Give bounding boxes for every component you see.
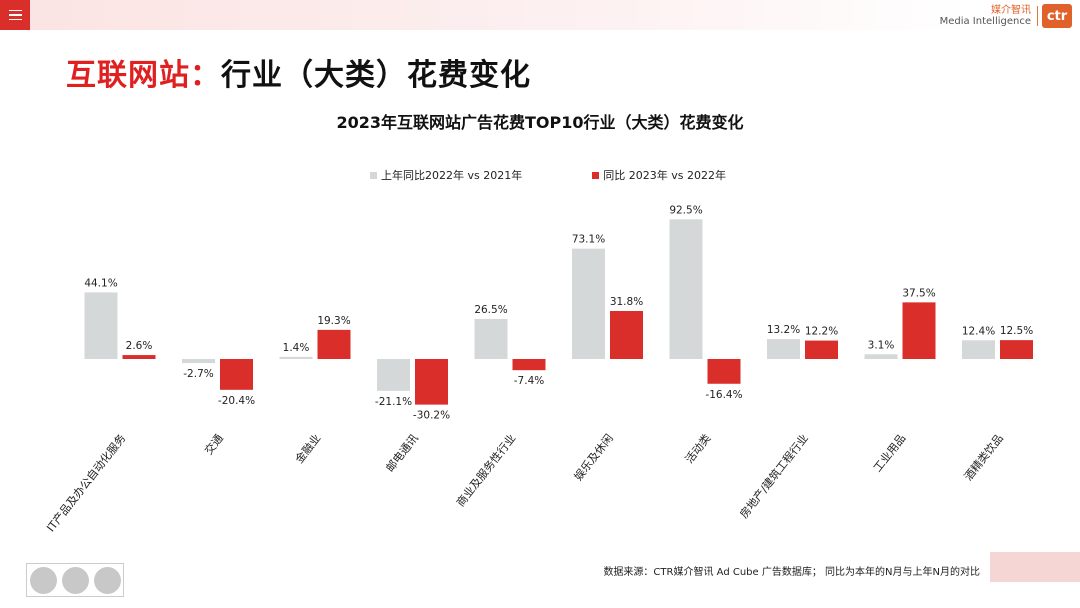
- category-label: 交通: [201, 431, 226, 457]
- ctr-logo: 媒介智讯 Media Intelligence ctr: [940, 4, 1072, 28]
- data-label: -20.4%: [218, 395, 255, 407]
- data-label: 92.5%: [669, 204, 702, 216]
- chart-title: 2023年互联网站广告花费TOP10行业（大类）花费变化: [336, 113, 744, 132]
- data-label: 12.4%: [962, 325, 995, 337]
- legend-item-prev: 上年同比2022年 vs 2021年: [370, 167, 522, 183]
- category-label: 房地产/建筑工程行业: [737, 431, 811, 521]
- data-label: 12.2%: [805, 326, 838, 338]
- bar-prev-year: [84, 292, 118, 359]
- bar-prev-year: [962, 340, 995, 359]
- logo-cn: 媒介智讯: [991, 5, 1031, 16]
- bar-prev-year: [377, 359, 410, 391]
- bar-current-year: [707, 359, 741, 384]
- bar-prev-year: [669, 219, 703, 359]
- bar-current-year: [902, 302, 936, 359]
- data-label: 44.1%: [84, 277, 117, 289]
- bar-prev-year: [572, 248, 605, 359]
- top-banner: [0, 0, 1080, 30]
- data-label: 73.1%: [572, 234, 605, 246]
- category-label: 商业及服务性行业: [453, 431, 518, 509]
- legend-swatch-curr: [592, 171, 600, 179]
- data-source-note: 数据来源：CTR媒介智讯 Ad Cube 广告数据库； 同比为本年的N月与上年N…: [603, 567, 980, 578]
- data-label: 26.5%: [474, 304, 507, 316]
- bar-current-year: [1000, 340, 1033, 359]
- data-label: 2.6%: [126, 340, 153, 352]
- bar-current-year: [610, 310, 643, 359]
- bar-current-year: [122, 355, 156, 359]
- data-label: -7.4%: [514, 375, 544, 387]
- bar-prev-year: [279, 356, 313, 359]
- category-label: IT产品及办公自动化服务: [43, 431, 128, 534]
- sgs-certification-badges: [26, 563, 124, 597]
- bar-current-year: [415, 359, 448, 405]
- category-label: 金融业: [292, 431, 323, 466]
- logo-en: Media Intelligence: [939, 16, 1031, 27]
- bar-current-year: [317, 329, 351, 359]
- category-label: 酒精类饮品: [961, 431, 1006, 483]
- bar-current-year: [220, 359, 253, 390]
- legend-item-curr: 同比 2023年 vs 2022年: [592, 167, 726, 183]
- bar-current-year: [512, 359, 546, 371]
- sgs-badge-icon: [29, 566, 57, 594]
- category-label: 娱乐及休闲: [571, 431, 616, 483]
- data-label: 13.2%: [767, 324, 800, 336]
- sgs-badge-icon: [61, 566, 89, 594]
- bar-prev-year: [474, 318, 508, 359]
- bar-prev-year: [767, 339, 800, 359]
- logo-mark: ctr: [1042, 4, 1072, 28]
- chart-legend: 上年同比2022年 vs 2021年 同比 2023年 vs 2022年: [370, 167, 796, 183]
- category-label: 活动类: [682, 431, 713, 466]
- legend-label-curr: 同比 2023年 vs 2022年: [603, 169, 726, 182]
- data-label: 12.5%: [1000, 325, 1033, 337]
- title-part-2: 行业（大类）花费变化: [221, 58, 531, 93]
- bar-current-year: [805, 340, 838, 359]
- data-label: -21.1%: [375, 396, 412, 408]
- data-label: 19.3%: [317, 315, 350, 327]
- bar-prev-year: [864, 354, 898, 359]
- footer-band: [990, 552, 1080, 582]
- data-label: 1.4%: [283, 342, 310, 354]
- data-label: -2.7%: [183, 368, 213, 380]
- bar-prev-year: [182, 359, 215, 364]
- category-label: 邮电通讯: [384, 432, 421, 475]
- hamburger-icon[interactable]: [0, 0, 30, 30]
- data-label: 3.1%: [868, 339, 895, 351]
- data-label: 37.5%: [902, 287, 935, 299]
- legend-label-prev: 上年同比2022年 vs 2021年: [381, 169, 523, 182]
- title-part-1: 互联网站：: [66, 58, 221, 93]
- data-label: -30.2%: [413, 410, 450, 422]
- sgs-badge-icon: [93, 566, 121, 594]
- legend-swatch-prev: [370, 171, 377, 179]
- data-label: 31.8%: [610, 296, 643, 308]
- category-label: 工业用品: [871, 432, 908, 475]
- page-title: 互联网站：行业（大类）花费变化: [66, 50, 531, 94]
- data-label: -16.4%: [705, 389, 742, 401]
